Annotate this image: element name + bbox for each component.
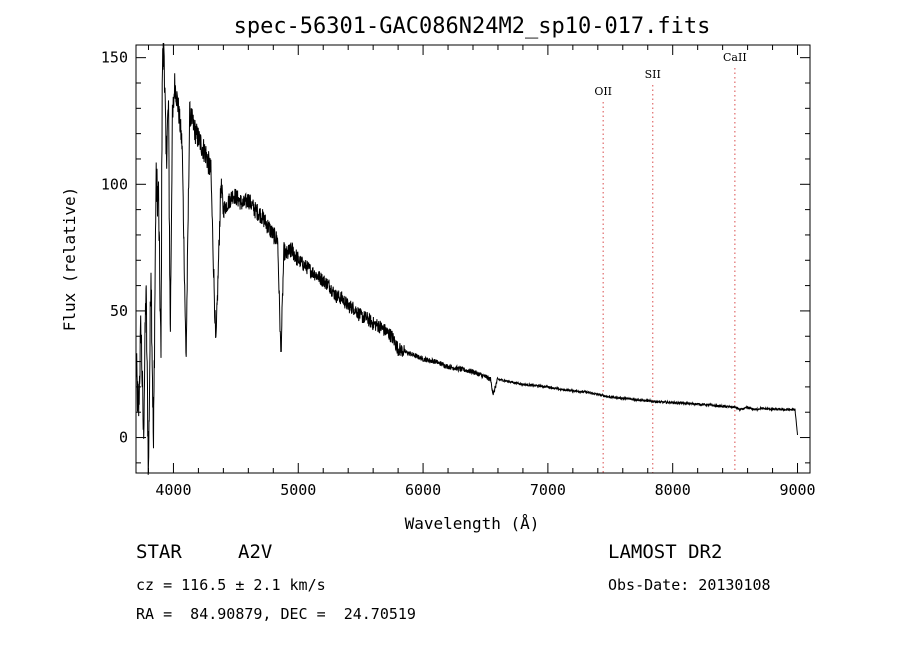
spectral-line-label: SII	[645, 68, 661, 81]
x-axis-label: Wavelength (Å)	[405, 514, 540, 533]
spectrum-line	[135, 42, 798, 475]
y-tick-label: 50	[110, 302, 128, 320]
x-tick-label: 9000	[779, 481, 815, 499]
y-tick-label: 0	[119, 429, 128, 447]
x-tick-label: 5000	[280, 481, 316, 499]
object-subclass: A2V	[238, 541, 273, 563]
plot-frame	[135, 44, 811, 474]
x-tick-label: 7000	[530, 481, 566, 499]
y-tick-label: 150	[101, 49, 128, 67]
x-tick-label: 8000	[655, 481, 691, 499]
spectral-line-label: CaII	[723, 51, 747, 64]
redshift-velocity: cz = 116.5 ± 2.1 km/s	[136, 576, 326, 594]
object-class: STAR	[136, 541, 182, 563]
axis-ticks: 4000 5000 6000 7000 8000 9000 0 50 100 150	[101, 45, 816, 499]
y-axis-label: Flux (relative)	[60, 187, 79, 332]
x-tick-label: 4000	[155, 481, 191, 499]
x-tick-label: 6000	[405, 481, 441, 499]
y-tick-label: 100	[101, 175, 128, 193]
spectral-line-label: OII	[594, 85, 612, 98]
survey-name: LAMOST DR2	[608, 541, 723, 563]
spectral-line-markers: OII SII CaII	[594, 51, 747, 473]
chart-title: spec-56301-GAC086N24M2_sp10-017.fits	[234, 14, 711, 39]
sky-coordinates: RA = 84.90879, DEC = 24.70519	[136, 605, 416, 623]
observation-date: Obs-Date: 20130108	[608, 576, 771, 594]
